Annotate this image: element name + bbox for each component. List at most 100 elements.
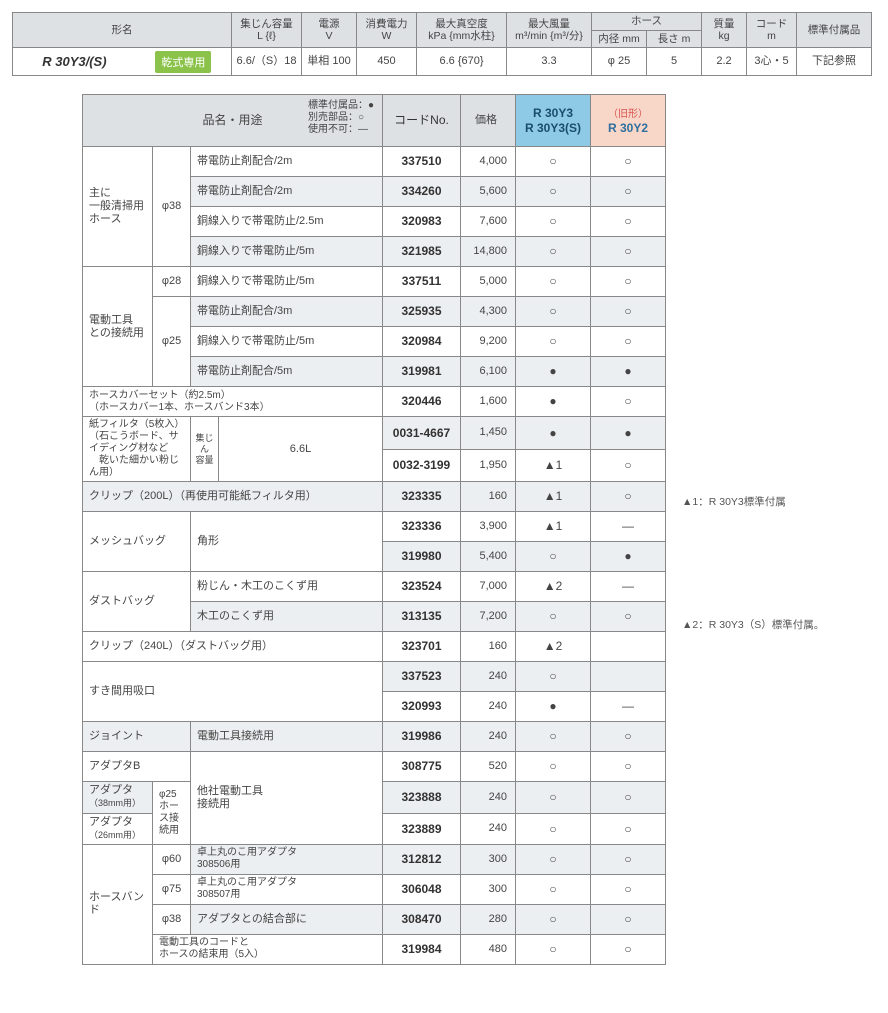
price: 300 (461, 881, 515, 898)
phi28: φ28 (153, 273, 190, 290)
hdr-col1-l2: R 30Y3(S) (525, 121, 581, 135)
price: 1,950 (461, 457, 515, 474)
code: 313135 (383, 607, 460, 625)
c1: ○ (516, 880, 590, 898)
c1: ● (516, 424, 590, 442)
price: 240 (461, 820, 515, 837)
c2: ○ (591, 212, 665, 230)
phi38: φ38 (153, 198, 190, 215)
c1: ○ (516, 332, 590, 350)
code: 323701 (383, 637, 460, 655)
hdr-hose: ホース (592, 13, 701, 30)
c2: ○ (591, 456, 665, 474)
hdr-power-src: 電源 V (302, 16, 356, 45)
c2: ○ (591, 302, 665, 320)
adapter-phi: φ25 ホース接続用 (153, 787, 190, 839)
code: 0031-4667 (383, 424, 460, 442)
c2: ― (591, 577, 665, 595)
price: 7,200 (461, 608, 515, 625)
code: 337510 (383, 152, 460, 170)
c1: ○ (516, 302, 590, 320)
price: 300 (461, 851, 515, 868)
spec-power-cons: 450 (357, 53, 416, 70)
legend: 標準付属品：● 別売部品：○ 使用不可：― (304, 98, 378, 138)
c1: ● (516, 697, 590, 715)
code: 323335 (383, 487, 460, 505)
phi25: φ25 (153, 333, 190, 350)
c2: ○ (591, 152, 665, 170)
spec-accessory: 下記参照 (797, 53, 871, 70)
c1: ● (516, 362, 590, 380)
spec-cord: 3心・5 (747, 53, 796, 70)
c2: ○ (591, 850, 665, 868)
code: 323888 (383, 788, 460, 806)
code: 320984 (383, 332, 460, 350)
c2: ○ (591, 392, 665, 410)
price: 240 (461, 668, 515, 685)
page-wrap: 形名 集じん容量 L {ℓ} 電源 V 消費電力 W 最大真空度 kPa {mm… (12, 12, 872, 965)
group-general-hose: 主に 一般清掃用 ホース (83, 185, 152, 229)
c2: ○ (591, 487, 665, 505)
joint-label: ジョイント (83, 728, 190, 745)
hdr-name: 形名 (13, 22, 231, 39)
price: 160 (461, 488, 515, 505)
hose-cover-label: ホースカバーセット（約2.5m） （ホースカバー1本、ホースバンド3本） (83, 388, 382, 416)
price: 6,100 (461, 363, 515, 380)
code: 337523 (383, 667, 460, 685)
model-name: R 30Y3/(S) (13, 52, 136, 72)
spec-hose-len: 5 (647, 53, 701, 70)
price: 160 (461, 638, 515, 655)
cap-label: 集じん 容量 (191, 431, 218, 467)
dust-sub2: 木工のこくず用 (191, 608, 382, 625)
price: 7,600 (461, 213, 515, 230)
code: 319986 (383, 727, 460, 745)
c2: ○ (591, 910, 665, 928)
code: 312812 (383, 850, 460, 868)
desc: 帯電防止剤配合/2m (191, 153, 382, 170)
spec-mass: 2.2 (702, 53, 746, 70)
mesh-label: メッシュバッグ (83, 533, 190, 550)
hdr-accessory: 標準付属品 (797, 22, 871, 39)
code: 321985 (383, 242, 460, 260)
code: 323524 (383, 577, 460, 595)
c2: ○ (591, 182, 665, 200)
price: 280 (461, 911, 515, 928)
c2: ○ (591, 820, 665, 838)
hdr-vacuum: 最大真空度 kPa {mm水柱} (417, 16, 506, 45)
band-sub2: 卓上丸のこ用アダプタ 308507用 (191, 875, 382, 903)
c1: ○ (516, 940, 590, 958)
c2: ○ (591, 727, 665, 745)
code: 325935 (383, 302, 460, 320)
price: 240 (461, 698, 515, 715)
c2: ○ (591, 757, 665, 775)
code: 320446 (383, 392, 460, 410)
price: 4,000 (461, 153, 515, 170)
band-sub3: アダプタとの結合部に (191, 911, 382, 928)
desc: 銅線入りで帯電防止/5m (191, 273, 382, 290)
desc: 帯電防止剤配合/3m (191, 303, 382, 320)
c1: ○ (516, 727, 590, 745)
adapterB-label: アダプタB (83, 758, 190, 775)
c1: ○ (516, 850, 590, 868)
c1: ○ (516, 182, 590, 200)
code: 308775 (383, 757, 460, 775)
price: 5,400 (461, 548, 515, 565)
spec-table: 形名 集じん容量 L {ℓ} 電源 V 消費電力 W 最大真空度 kPa {mm… (12, 12, 872, 76)
clip200-label: クリップ（200L）（再使用可能紙フィルタ用） (83, 488, 382, 505)
price: 3,900 (461, 518, 515, 535)
price: 240 (461, 789, 515, 806)
hdr-airflow: 最大風量 m³/min {m³/分} (507, 16, 591, 45)
cap-val: 6.6L (219, 441, 382, 458)
c2: ● (591, 362, 665, 380)
c2: ○ (591, 940, 665, 958)
band-sub4: 電動工具のコードと ホースの結束用（5入） (153, 935, 382, 963)
note-1: ▲1：R 30Y3標準付属 (682, 494, 786, 509)
hdr-col2-old: （旧形） (608, 109, 648, 120)
dry-only-badge: 乾式専用 (155, 51, 211, 73)
code: 334260 (383, 182, 460, 200)
code: 320993 (383, 697, 460, 715)
spec-capacity: 6.6/（S）18 (232, 53, 301, 70)
c2: ○ (591, 788, 665, 806)
c1: ▲1 (516, 456, 590, 474)
desc: 帯電防止剤配合/5m (191, 363, 382, 380)
